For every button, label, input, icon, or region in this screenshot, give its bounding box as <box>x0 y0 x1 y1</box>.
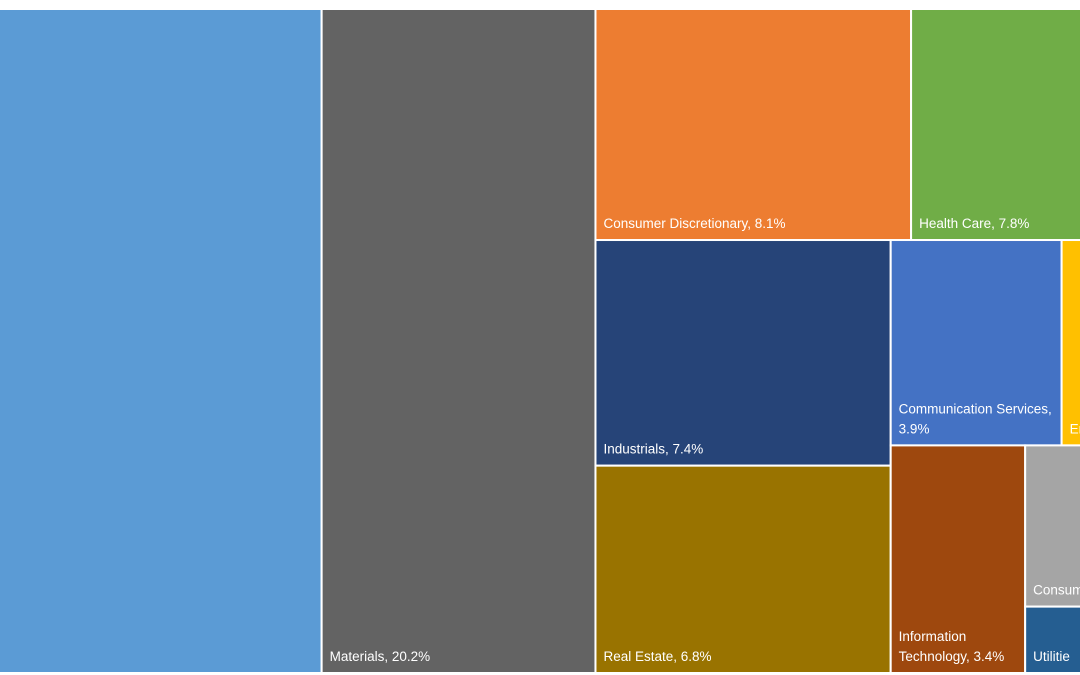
cell-label: Utilitie <box>1033 649 1070 664</box>
treemap-cell <box>594 8 913 242</box>
treemap-cell <box>594 464 892 674</box>
cell-label: Real Estate, 6.8% <box>603 649 711 664</box>
cell-label: Industrials, 7.4% <box>603 442 703 457</box>
cell-label: Consum <box>1033 583 1080 598</box>
treemap-cell <box>320 8 597 674</box>
treemap-cell <box>1060 239 1080 447</box>
cell-label: Health Care, 7.8% <box>919 216 1029 231</box>
treemap-cell <box>0 8 323 674</box>
treemap-cell <box>910 8 1080 242</box>
treemap-cell <box>1024 605 1080 675</box>
cell-label: Materials, 20.2% <box>330 649 431 664</box>
cell-label: Communication Services, 3.9% <box>899 401 1052 436</box>
treemap-cell <box>889 444 1027 674</box>
treemap-cell <box>1024 444 1080 608</box>
treemap-cell <box>889 239 1063 447</box>
treemap-cell <box>594 239 892 467</box>
cell-label: Information Technology, 3.4% <box>899 629 1005 664</box>
cell-label: Consumer Discretionary, 8.1% <box>603 216 785 231</box>
cell-label: En <box>1070 421 1080 436</box>
